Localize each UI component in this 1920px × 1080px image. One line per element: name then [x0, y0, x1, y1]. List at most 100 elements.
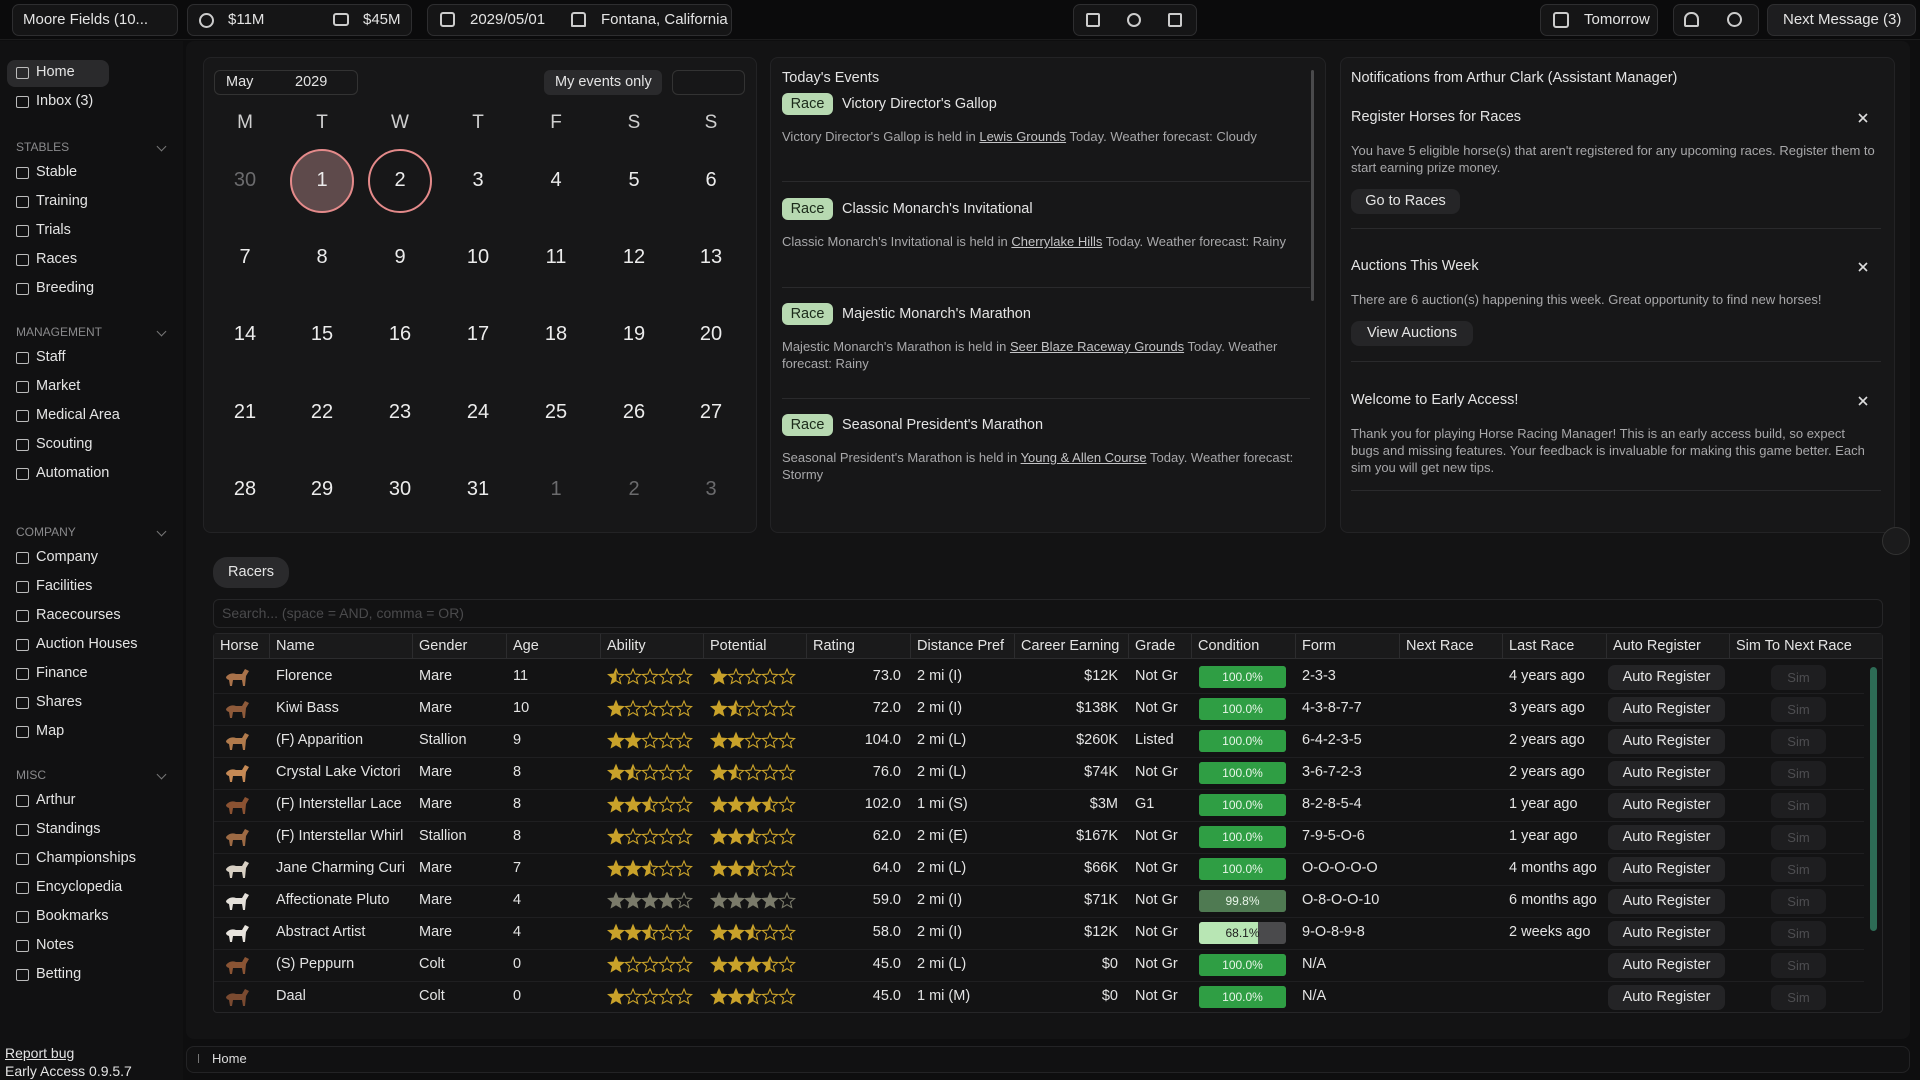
sim-button[interactable]: Sim: [1771, 729, 1826, 754]
nav-item[interactable]: Staff: [36, 349, 66, 365]
auto-register-button[interactable]: Auto Register: [1608, 761, 1725, 786]
sim-label[interactable]: Sim: [1787, 702, 1810, 717]
auto-register-label[interactable]: Auto Register: [1622, 829, 1711, 845]
nav-item[interactable]: Trials: [36, 222, 71, 238]
sim-button[interactable]: Sim: [1771, 953, 1826, 978]
nav-back[interactable]: [1086, 13, 1100, 27]
auto-register-button[interactable]: Auto Register: [1608, 985, 1725, 1010]
calendar-day[interactable]: 6: [705, 169, 717, 191]
sim-button[interactable]: Sim: [1771, 793, 1826, 818]
auto-register-button[interactable]: Auto Register: [1608, 729, 1725, 754]
calendar-day[interactable]: 2: [628, 478, 640, 500]
nav-item[interactable]: Medical Area: [36, 407, 120, 423]
nav-item[interactable]: Company: [36, 549, 99, 565]
sim-button[interactable]: Sim: [1771, 697, 1826, 722]
sim-label[interactable]: Sim: [1787, 798, 1810, 813]
nav-forward[interactable]: [1168, 13, 1182, 27]
advance-button[interactable]: [1540, 4, 1658, 36]
calendar-day[interactable]: 8: [316, 246, 328, 268]
auto-register-button[interactable]: Auto Register: [1608, 889, 1725, 914]
calendar-day[interactable]: 10: [466, 246, 490, 268]
sim-button[interactable]: Sim: [1771, 761, 1826, 786]
farm-select[interactable]: [12, 4, 178, 36]
nav-item[interactable]: Racecourses: [36, 607, 121, 623]
calendar-day[interactable]: 17: [466, 323, 490, 345]
nav-item[interactable]: Bookmarks: [36, 908, 109, 924]
event-venue-link[interactable]: Lewis Grounds: [979, 129, 1067, 144]
horse-name[interactable]: (F) Interstellar Whirl: [276, 828, 404, 844]
horse-name[interactable]: Kiwi Bass: [276, 700, 339, 716]
auto-register-label[interactable]: Auto Register: [1622, 861, 1711, 877]
calendar-day[interactable]: 3: [472, 169, 484, 191]
auto-register-label[interactable]: Auto Register: [1622, 925, 1711, 941]
sim-label[interactable]: Sim: [1787, 990, 1810, 1005]
breadcrumb[interactable]: Home: [212, 1051, 247, 1066]
horse-name[interactable]: (F) Apparition: [276, 732, 364, 748]
nav-item[interactable]: Breeding: [36, 280, 95, 296]
auto-register-button[interactable]: Auto Register: [1608, 697, 1725, 722]
auto-register-label[interactable]: Auto Register: [1622, 701, 1711, 717]
close-icon[interactable]: [1858, 113, 1868, 123]
calendar-day[interactable]: 30: [233, 169, 257, 191]
calendar-day[interactable]: 1: [550, 478, 562, 500]
calendar-day[interactable]: 31: [466, 478, 490, 500]
calendar-day[interactable]: 22: [310, 401, 334, 423]
sim-label[interactable]: Sim: [1787, 766, 1810, 781]
nav-item[interactable]: Shares: [36, 694, 82, 710]
auto-register-button[interactable]: Auto Register: [1608, 921, 1725, 946]
nav-item[interactable]: Finance: [36, 665, 88, 681]
calendar-day[interactable]: 1: [316, 169, 328, 191]
close-icon[interactable]: [1858, 262, 1868, 272]
sim-label[interactable]: Sim: [1787, 926, 1810, 941]
calendar-day[interactable]: 27: [699, 401, 723, 423]
auto-register-label[interactable]: Auto Register: [1622, 765, 1711, 781]
event-venue-link[interactable]: Young & Allen Course: [1020, 450, 1147, 465]
calendar-day[interactable]: 21: [233, 401, 257, 423]
calendar-day[interactable]: 20: [699, 323, 723, 345]
horse-name[interactable]: (S) Peppurn: [276, 956, 355, 972]
nav-item[interactable]: Scouting: [36, 436, 93, 452]
auto-register-label[interactable]: Auto Register: [1622, 669, 1711, 685]
auto-register-label[interactable]: Auto Register: [1622, 797, 1711, 813]
nav-item[interactable]: Automation: [36, 465, 110, 481]
notification-button-label[interactable]: Go to Races: [1365, 193, 1446, 209]
calendar-day[interactable]: 16: [388, 323, 412, 345]
calendar-day[interactable]: 7: [239, 246, 251, 268]
events-filter[interactable]: [544, 70, 662, 95]
calendar-day[interactable]: 28: [233, 478, 257, 500]
calendar-day[interactable]: 9: [394, 246, 406, 268]
sim-button[interactable]: Sim: [1771, 921, 1826, 946]
calendar-day[interactable]: 18: [544, 323, 568, 345]
search-box[interactable]: [213, 599, 1883, 628]
calendar-day[interactable]: 11: [545, 246, 567, 268]
notification-button[interactable]: View Auctions: [1351, 321, 1473, 346]
notification-button[interactable]: Go to Races: [1351, 189, 1460, 214]
sim-label[interactable]: Sim: [1787, 894, 1810, 909]
calendar-day[interactable]: 15: [310, 323, 334, 345]
calendar-day[interactable]: 13: [699, 246, 723, 268]
sim-button[interactable]: Sim: [1771, 857, 1826, 882]
calendar-day[interactable]: 29: [310, 478, 334, 500]
horse-name[interactable]: Abstract Artist: [276, 924, 366, 940]
close-icon[interactable]: [1858, 396, 1868, 406]
next-message-button[interactable]: [1767, 4, 1916, 36]
nav-item[interactable]: Betting: [36, 966, 82, 982]
sim-button[interactable]: Sim: [1771, 825, 1826, 850]
auto-register-button[interactable]: Auto Register: [1608, 825, 1725, 850]
auto-register-button[interactable]: Auto Register: [1608, 665, 1725, 690]
horse-name[interactable]: Florence: [276, 668, 333, 684]
calendar-day[interactable]: 14: [233, 323, 257, 345]
calendar-day[interactable]: 4: [550, 169, 562, 191]
calendar-day[interactable]: 26: [622, 401, 646, 423]
horse-name[interactable]: Affectionate Pluto: [276, 892, 390, 908]
auto-register-label[interactable]: Auto Register: [1622, 989, 1711, 1005]
auto-register-label[interactable]: Auto Register: [1622, 733, 1711, 749]
sim-button[interactable]: Sim: [1771, 889, 1826, 914]
sim-label[interactable]: Sim: [1787, 734, 1810, 749]
sim-label[interactable]: Sim: [1787, 670, 1810, 685]
sim-button[interactable]: Sim: [1771, 665, 1826, 690]
calendar-day[interactable]: 23: [388, 401, 412, 423]
sim-button[interactable]: Sim: [1771, 985, 1826, 1010]
event-venue-link[interactable]: Cherrylake Hills: [1011, 234, 1103, 249]
calendar-day[interactable]: 24: [466, 401, 490, 423]
